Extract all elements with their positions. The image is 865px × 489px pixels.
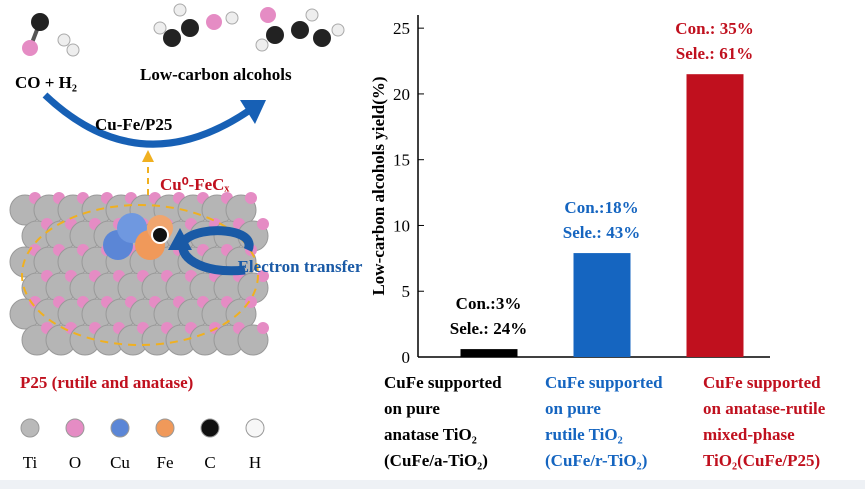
propane: [255, 7, 345, 52]
c-atom: [151, 226, 169, 244]
support: P25 (rutile and anatase): [20, 373, 193, 392]
legend-swatch: [65, 418, 85, 438]
bar-annotation: Sele.: 24%: [450, 319, 527, 338]
y-tick-label: 25: [393, 19, 410, 38]
legend-label: Cu: [110, 453, 130, 472]
o-atom: [245, 192, 257, 204]
x-tick-label: on anatase-rutile: [703, 399, 826, 418]
legend-swatch: [110, 418, 130, 438]
legend-swatch: [20, 418, 40, 438]
x-tick-label: anatase TiO₂: [384, 425, 477, 444]
x-tick-label: TiO₂(CuFe/P25): [703, 451, 820, 470]
bar-annotation: Con.:3%: [456, 294, 522, 313]
bottom-strip: [0, 480, 865, 489]
active-site: Cu⁰-FeCₓ: [160, 175, 229, 194]
x-tick-label: on pure: [545, 399, 601, 418]
o-atom: [257, 270, 269, 282]
legend-swatch: [200, 418, 220, 438]
electron-transfer: Electron transfer: [238, 257, 363, 276]
reaction-arrow-head: [240, 100, 266, 124]
y-axis-title: Low-carbon alcohols yield(%): [369, 76, 388, 295]
products: Low-carbon alcohols: [140, 65, 292, 84]
catalyst-surface: [9, 192, 269, 356]
ethanol: [153, 3, 239, 47]
bar-annotation: Con.:18%: [564, 198, 638, 217]
y-tick-label: 10: [393, 216, 410, 235]
atom-c: [31, 13, 49, 31]
legend-swatch: [155, 418, 175, 438]
y-tick-label: 20: [393, 85, 410, 104]
legend-label: Ti: [23, 453, 38, 472]
x-tick-label: CuFe supported: [545, 373, 663, 392]
legend-label: C: [204, 453, 215, 472]
electron-arrow-head: [168, 228, 192, 250]
o-atom: [245, 296, 257, 308]
x-tick-label: (CuFe/a-TiO₂): [384, 451, 488, 470]
arrow-head: [142, 150, 154, 162]
dashed-outline: [21, 204, 259, 346]
bar: [460, 349, 518, 357]
x-tick-label: (CuFe/r-TiO₂): [545, 451, 647, 470]
y-tick-label: 0: [402, 348, 411, 367]
bar: [573, 253, 631, 357]
o-atom: [257, 218, 269, 230]
x-tick-label: CuFe supported: [384, 373, 502, 392]
x-tick-label: rutile TiO₂: [545, 425, 623, 444]
o-atom: [257, 322, 269, 334]
bar: [686, 74, 744, 357]
reactants: CO + H₂: [15, 73, 77, 92]
x-tick-label: CuFe supported: [703, 373, 821, 392]
atom-h: [66, 43, 80, 57]
legend-label: H: [249, 453, 261, 472]
atom-h: [57, 33, 71, 47]
bar-annotation: Con.: 35%: [675, 19, 753, 38]
x-tick-label: mixed-phase: [703, 425, 795, 444]
x-tick-label: on pure: [384, 399, 440, 418]
legend-label: O: [69, 453, 81, 472]
reaction-arrow: [42, 92, 252, 148]
bar-annotation: Sele.: 43%: [563, 223, 640, 242]
atom-o: [22, 40, 38, 56]
legend-label: Fe: [157, 453, 174, 472]
y-tick-label: 15: [393, 151, 410, 170]
catalyst: Cu-Fe/P25: [95, 115, 172, 134]
legend-swatch: [245, 418, 265, 438]
y-tick-label: 5: [402, 282, 411, 301]
bar-annotation: Sele.: 61%: [676, 44, 753, 63]
